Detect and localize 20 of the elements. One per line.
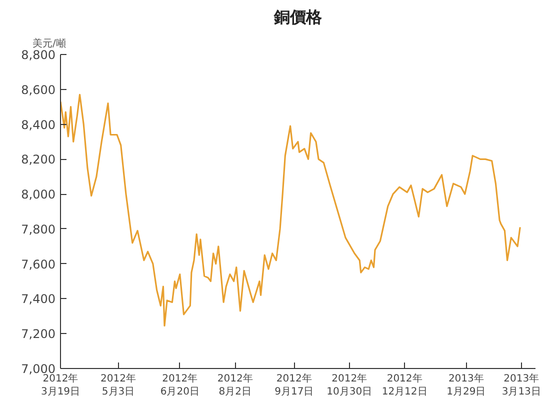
y-tick-label: 8,200 (21, 152, 56, 167)
y-tick-label: 8,600 (21, 82, 56, 97)
y-tick-label: 7,400 (21, 292, 56, 306)
y-tick-label: 7,200 (21, 327, 56, 342)
x-tick-label: 2013年 3月13日 (502, 372, 541, 398)
y-tick-label: 8,000 (21, 188, 56, 202)
x-tick-label: 2012年 12月12日 (382, 372, 428, 398)
y-tick-label: 7,600 (21, 257, 56, 272)
x-tick-label: 2013年 1月29日 (446, 372, 486, 398)
x-tick-label: 2012年 10月30日 (326, 372, 372, 398)
y-tick-label: 8,800 (21, 48, 56, 62)
y-tick-label: 8,400 (21, 118, 56, 132)
y-tick-label: 7,800 (21, 222, 56, 236)
x-tick-label: 2012年 6月20日 (160, 372, 200, 398)
y-axis-title: 美元/噸 (32, 38, 66, 50)
x-tick-label: 2012年 8月2日 (217, 372, 253, 398)
x-tick-label: 2012年 9月17日 (274, 372, 314, 398)
x-tick-label: 2012年 5月3日 (100, 372, 136, 398)
chart-title: 銅價格 (273, 8, 323, 26)
line-series (60, 94, 521, 327)
